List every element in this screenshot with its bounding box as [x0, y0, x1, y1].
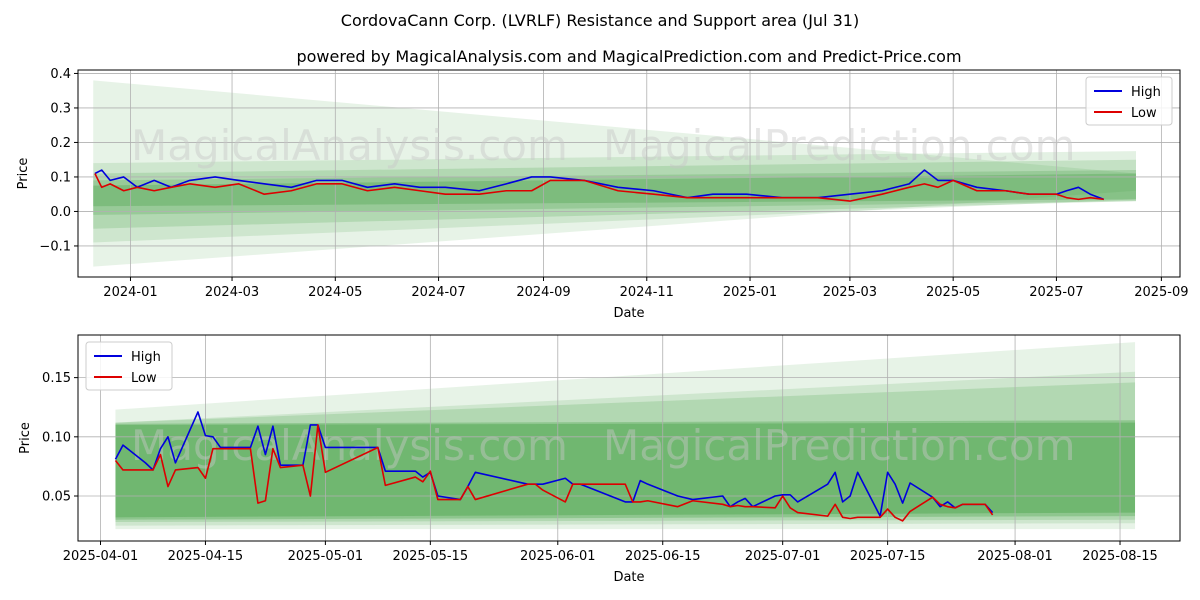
- x-tick-label: 2024-07: [411, 285, 465, 300]
- watermark-text: MagicalAnalysis.com: [131, 421, 568, 470]
- legend: High Low: [1085, 76, 1173, 126]
- x-tick-label: 2025-07-15: [850, 549, 926, 564]
- x-tick-label: 2025-07: [1029, 285, 1083, 300]
- chart-title: CordovaCann Corp. (LVRLF) Resistance and…: [341, 11, 859, 30]
- legend-label-low: Low: [1131, 106, 1157, 121]
- y-tick-label: 0.2: [50, 136, 71, 151]
- series-group: [94, 169, 1105, 202]
- y-tick-label: 0.1: [50, 170, 71, 185]
- watermark-text: MagicalPrediction.com: [603, 421, 1076, 470]
- y-axis-label: Price: [16, 158, 31, 190]
- support-resistance-band-3: [115, 420, 1136, 520]
- support-resistance-band-1: [93, 151, 1136, 243]
- chart-subtitle: powered by MagicalAnalysis.com and Magic…: [296, 47, 961, 66]
- y-tick-label: 0.0: [50, 205, 71, 220]
- x-tick-label: 2025-05-01: [288, 549, 364, 564]
- plot-frame: [77, 334, 1181, 542]
- y-tick-label: 0.10: [42, 430, 71, 445]
- x-axis-label: Date: [613, 570, 644, 585]
- x-tick-label: 2025-07-01: [745, 549, 821, 564]
- x-axis-label: Date: [613, 306, 644, 321]
- x-tick-label: 2024-01: [103, 285, 157, 300]
- support-resistance-band-0: [115, 342, 1136, 530]
- series-line-low: [114, 424, 994, 522]
- y-tick-label: 0.15: [42, 371, 71, 386]
- support-resistance-band-1: [115, 371, 1136, 526]
- plot-frame: [77, 69, 1181, 278]
- watermark-text: MagicalPrediction.com: [603, 121, 1076, 170]
- x-tick-label: 2025-04-15: [168, 549, 244, 564]
- legend-label-high: High: [1131, 85, 1161, 100]
- y-tick-label: 0.3: [50, 101, 71, 116]
- x-tick-label: 2024-05: [308, 285, 362, 300]
- band-group: [115, 342, 1136, 530]
- x-tick-label: 2024-09: [516, 285, 570, 300]
- legend: High Low: [85, 341, 173, 391]
- x-tick-label: 2024-03: [205, 285, 259, 300]
- y-axis-label: Price: [18, 422, 33, 454]
- y-tick-label: 0.4: [50, 67, 71, 82]
- bottom-panel: MagicalAnalysis.com MagicalPrediction.com…: [18, 334, 1181, 585]
- top-panel: MagicalAnalysis.com MagicalPrediction.com…: [16, 67, 1189, 321]
- support-resistance-band-4: [115, 422, 1136, 518]
- x-tick-label: 2025-04-01: [63, 549, 139, 564]
- x-tick-label: 2025-09: [1134, 285, 1188, 300]
- x-tick-label: 2024-11: [620, 285, 674, 300]
- x-tick-label: 2025-03: [823, 285, 877, 300]
- x-tick-label: 2025-08-01: [977, 549, 1053, 564]
- x-tick-label: 2025-08-15: [1082, 549, 1158, 564]
- y-tick-label: −0.1: [39, 239, 71, 254]
- x-tick-label: 2025-06-15: [625, 549, 701, 564]
- watermark-text: MagicalAnalysis.com: [131, 121, 568, 170]
- series-line-high: [94, 169, 1105, 201]
- support-resistance-band-0: [93, 80, 1136, 267]
- support-resistance-band-2: [115, 382, 1136, 523]
- series-line-low: [94, 173, 1104, 202]
- x-tick-label: 2025-05: [926, 285, 980, 300]
- x-tick-label: 2025-05-15: [393, 549, 469, 564]
- legend-label-high: High: [131, 350, 161, 365]
- x-tick-label: 2025-01: [723, 285, 777, 300]
- y-tick-label: 0.05: [42, 490, 71, 505]
- support-resistance-band-3: [93, 170, 1136, 215]
- legend-label-low: Low: [131, 371, 157, 386]
- series-group: [114, 411, 994, 522]
- x-tick-label: 2025-06-01: [520, 549, 596, 564]
